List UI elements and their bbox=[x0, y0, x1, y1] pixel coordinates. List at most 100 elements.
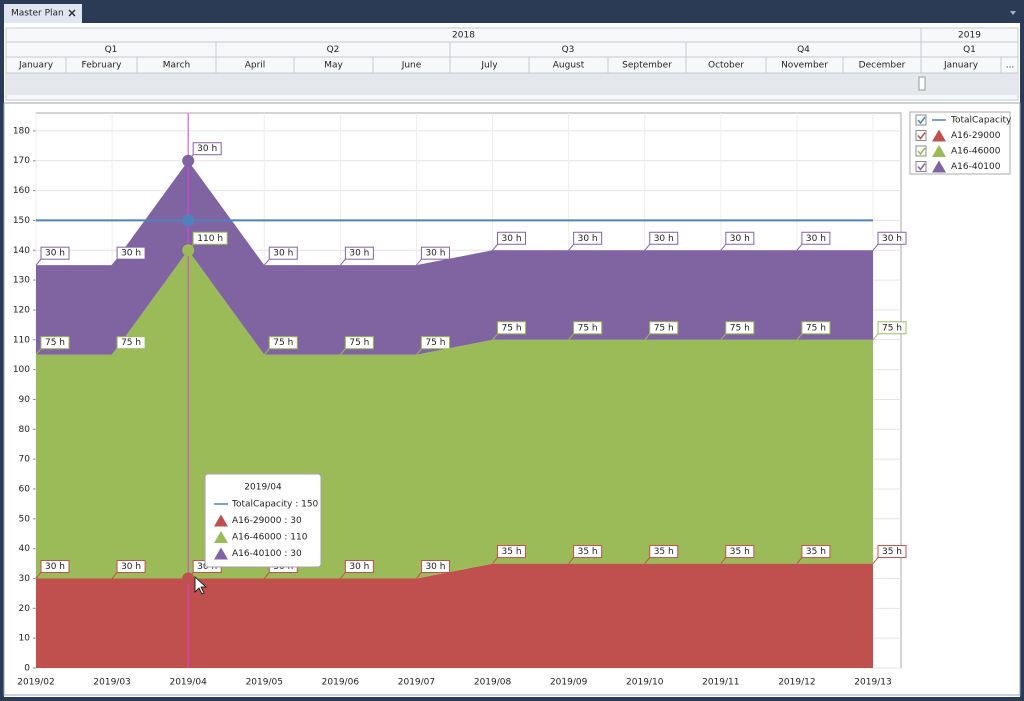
label-leader bbox=[263, 572, 270, 579]
tab-close[interactable] bbox=[68, 9, 76, 17]
quarter-label: Q3 bbox=[562, 45, 575, 55]
legend-checkbox[interactable] bbox=[915, 145, 927, 157]
tooltip-marker bbox=[214, 531, 228, 543]
y-tick-label: 80 bbox=[19, 425, 31, 435]
value-label-box bbox=[268, 336, 298, 350]
value-label: 30 h bbox=[349, 249, 369, 259]
value-label-box bbox=[420, 559, 450, 573]
label-leader bbox=[720, 243, 727, 251]
value-label-box bbox=[877, 545, 907, 559]
label-leader bbox=[416, 572, 422, 579]
value-label-box bbox=[649, 321, 679, 335]
y-tick-label: 70 bbox=[19, 455, 31, 465]
value-label: 35 h bbox=[730, 547, 750, 557]
value-label-box bbox=[420, 336, 450, 350]
mouse-cursor bbox=[194, 576, 208, 595]
label-leader bbox=[720, 557, 727, 564]
tab[interactable] bbox=[4, 4, 82, 23]
value-label: 110 h bbox=[197, 234, 223, 244]
value-label-box bbox=[725, 231, 755, 245]
value-label-box bbox=[40, 336, 70, 350]
y-tick-label: 10 bbox=[19, 634, 31, 644]
value-label-box bbox=[40, 246, 70, 260]
tab-menu[interactable] bbox=[1010, 11, 1016, 15]
value-label-box bbox=[573, 545, 603, 559]
y-tick-label: 170 bbox=[13, 156, 30, 166]
label-leader bbox=[872, 333, 879, 341]
label-leader bbox=[416, 258, 422, 266]
value-label-box bbox=[192, 142, 222, 156]
label-leader bbox=[111, 348, 118, 356]
label-leader bbox=[263, 348, 270, 356]
area bbox=[36, 160, 873, 355]
tooltip-item: A16-29000 : 30 bbox=[232, 516, 302, 526]
label-leader bbox=[796, 333, 803, 341]
label-leader bbox=[796, 557, 803, 564]
label-leader bbox=[263, 258, 270, 266]
legend-checkbox[interactable] bbox=[915, 130, 927, 141]
value-label: 30 h bbox=[121, 249, 141, 259]
y-tick-label: 150 bbox=[13, 216, 30, 226]
y-tick-label: 130 bbox=[13, 276, 30, 286]
tab-title[interactable]: Master Plan bbox=[11, 9, 64, 19]
month-label: February bbox=[82, 61, 123, 71]
x-tick-label: 2019/09 bbox=[550, 678, 588, 688]
value-label-box bbox=[573, 231, 603, 245]
value-label-box bbox=[344, 559, 374, 573]
more-button[interactable]: ... bbox=[1006, 61, 1015, 71]
month-label: January bbox=[943, 61, 979, 71]
value-label-box bbox=[877, 321, 907, 335]
timeline-scroll[interactable] bbox=[6, 73, 1018, 95]
y-tick-label: 50 bbox=[19, 514, 31, 524]
y-tick-label: 30 bbox=[19, 574, 31, 584]
x-tick-label: 2019/13 bbox=[854, 678, 891, 688]
value-label: 75 h bbox=[654, 323, 674, 333]
value-label: 35 h bbox=[654, 547, 674, 557]
value-label-box bbox=[801, 321, 831, 335]
value-label-box bbox=[192, 231, 228, 245]
label-leader bbox=[872, 243, 879, 251]
y-tick-label: 0 bbox=[24, 664, 30, 674]
value-label-box bbox=[116, 246, 146, 260]
x-tick-label: 2019/11 bbox=[702, 678, 739, 688]
value-label: 35 h bbox=[502, 547, 522, 557]
x-tick-label: 2019/03 bbox=[93, 678, 130, 688]
month-label: July bbox=[480, 61, 498, 71]
value-label-box bbox=[877, 231, 907, 245]
legend-checkbox[interactable] bbox=[915, 161, 927, 172]
label-leader bbox=[339, 348, 346, 356]
y-tick-label: 20 bbox=[19, 604, 31, 614]
value-label: 75 h bbox=[273, 338, 293, 348]
value-label: 30 h bbox=[502, 234, 522, 244]
month-label: November bbox=[781, 61, 828, 71]
value-label-box bbox=[268, 246, 298, 260]
month-label: May bbox=[324, 61, 343, 71]
label-leader bbox=[644, 333, 651, 341]
value-label: 30 h bbox=[578, 234, 598, 244]
chart: 0 10 20 30 40 50 60 70 80 90 100 110 120 130 140 150 160… bbox=[13, 111, 1012, 688]
legend-checkbox[interactable] bbox=[915, 114, 927, 126]
tooltip-title: 2019/04 bbox=[244, 483, 282, 493]
legend-label: A16-29000 bbox=[951, 131, 1001, 141]
area bbox=[36, 563, 873, 668]
x-tick-label: 2019/07 bbox=[398, 678, 435, 688]
month-label: December bbox=[859, 61, 906, 71]
value-label-box bbox=[801, 231, 831, 245]
value-label: 75 h bbox=[45, 338, 65, 348]
x-tick-label: 2019/02 bbox=[17, 678, 54, 688]
quarter-label: Q1 bbox=[105, 45, 118, 55]
label-leader bbox=[416, 348, 422, 356]
label-leader bbox=[644, 243, 651, 251]
value-label: 30 h bbox=[45, 249, 65, 259]
quarter-label: Q2 bbox=[327, 45, 340, 55]
label-leader bbox=[568, 243, 575, 251]
label-leader bbox=[111, 258, 118, 266]
month-label: October bbox=[708, 61, 744, 71]
tooltip-item: A16-46000 : 110 bbox=[232, 533, 308, 543]
hover-marker bbox=[182, 154, 195, 167]
value-label: 75 h bbox=[121, 338, 141, 348]
value-label: 30 h bbox=[730, 234, 750, 244]
scroll-handle[interactable] bbox=[918, 76, 926, 91]
